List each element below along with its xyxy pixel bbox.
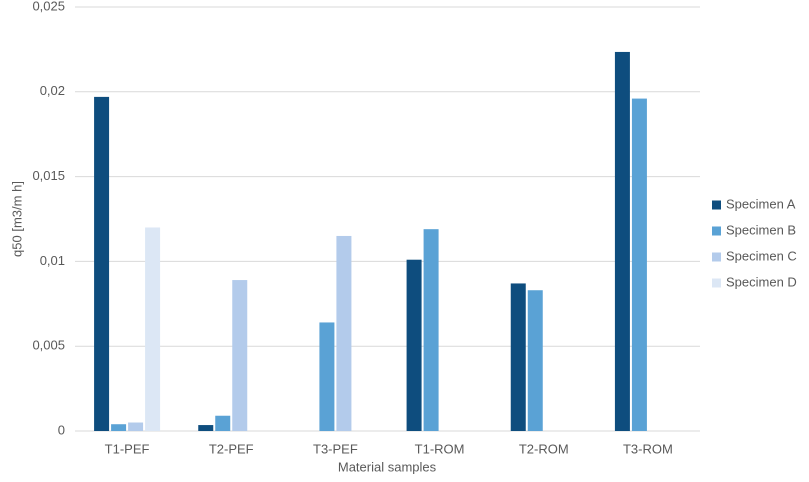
x-tick-label: T2-PEF [209,441,254,456]
bar [510,283,526,431]
bar [631,98,647,432]
legend-swatch [712,226,721,236]
y-tick-label: 0 [58,422,65,437]
legend-swatch [712,200,721,210]
y-tick-label: 0,005 [32,338,65,353]
bar [198,425,214,431]
x-tick-label: T3-ROM [623,441,673,456]
legend-label: Specimen C [726,248,797,263]
y-tick-label: 0,015 [32,168,65,183]
bar [336,235,352,431]
y-axis-label: q50 [m3/m h] [9,181,24,257]
bar [232,280,248,431]
bar [94,96,110,431]
x-tick-label: T3-PEF [313,441,358,456]
legend-label: Specimen A [726,196,796,211]
legend-label: Specimen D [726,274,797,289]
bar [111,424,127,431]
bar [423,229,439,431]
bar [215,415,231,431]
legend-swatch [712,252,721,262]
x-axis-label: Material samples [338,459,437,474]
bar [128,422,144,431]
y-tick-label: 0,02 [40,83,65,98]
x-tick-label: T1-ROM [415,441,465,456]
legend-swatch [712,278,721,288]
y-tick-label: 0,025 [32,0,65,13]
legend-label: Specimen B [726,222,796,237]
x-tick-label: T1-PEF [105,441,150,456]
bar [614,51,630,431]
y-tick-label: 0,01 [40,253,65,268]
bar [527,290,543,431]
bar [319,322,335,431]
bar [145,227,161,431]
bar [406,259,422,431]
x-tick-label: T2-ROM [519,441,569,456]
